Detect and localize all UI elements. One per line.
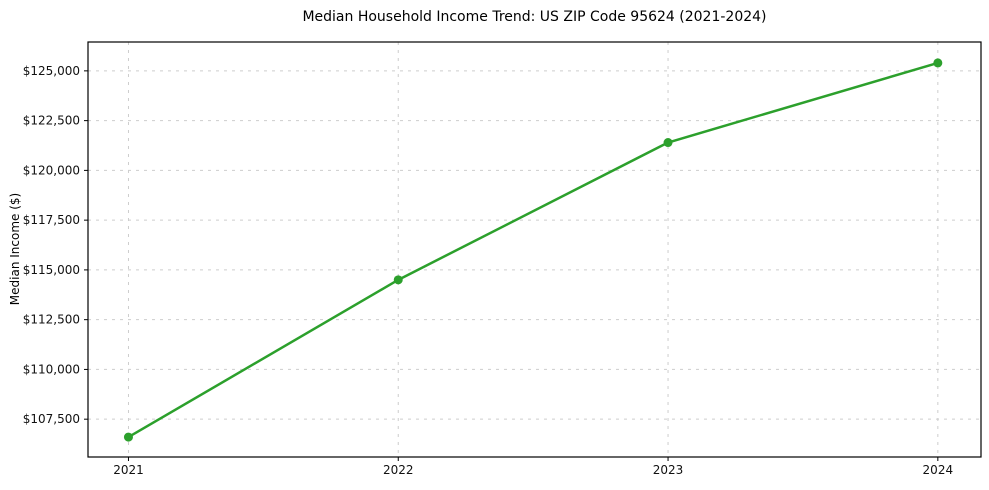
plot-border xyxy=(87,41,982,458)
y-tick-label: $122,500 xyxy=(23,114,80,128)
y-tick-label: $125,000 xyxy=(23,64,80,78)
chart-title: Median Household Income Trend: US ZIP Co… xyxy=(302,9,767,25)
trend-line xyxy=(127,61,940,439)
data-point xyxy=(123,432,133,442)
y-tick-label: $115,000 xyxy=(23,263,80,277)
x-tick-label: 2023 xyxy=(653,463,684,477)
y-tick-label: $107,500 xyxy=(23,412,80,426)
x-tick-label: 2021 xyxy=(113,463,144,477)
data-point xyxy=(663,138,673,148)
x-tick-label: 2022 xyxy=(383,463,414,477)
y-tick-label: $117,500 xyxy=(23,213,80,227)
y-tick-label: $110,000 xyxy=(23,362,80,376)
y-tick-label: $120,000 xyxy=(23,163,80,177)
data-point xyxy=(933,58,943,68)
y-tick-label: $112,500 xyxy=(23,313,80,327)
data-point xyxy=(393,275,403,285)
x-tick-label: 2024 xyxy=(923,463,954,477)
